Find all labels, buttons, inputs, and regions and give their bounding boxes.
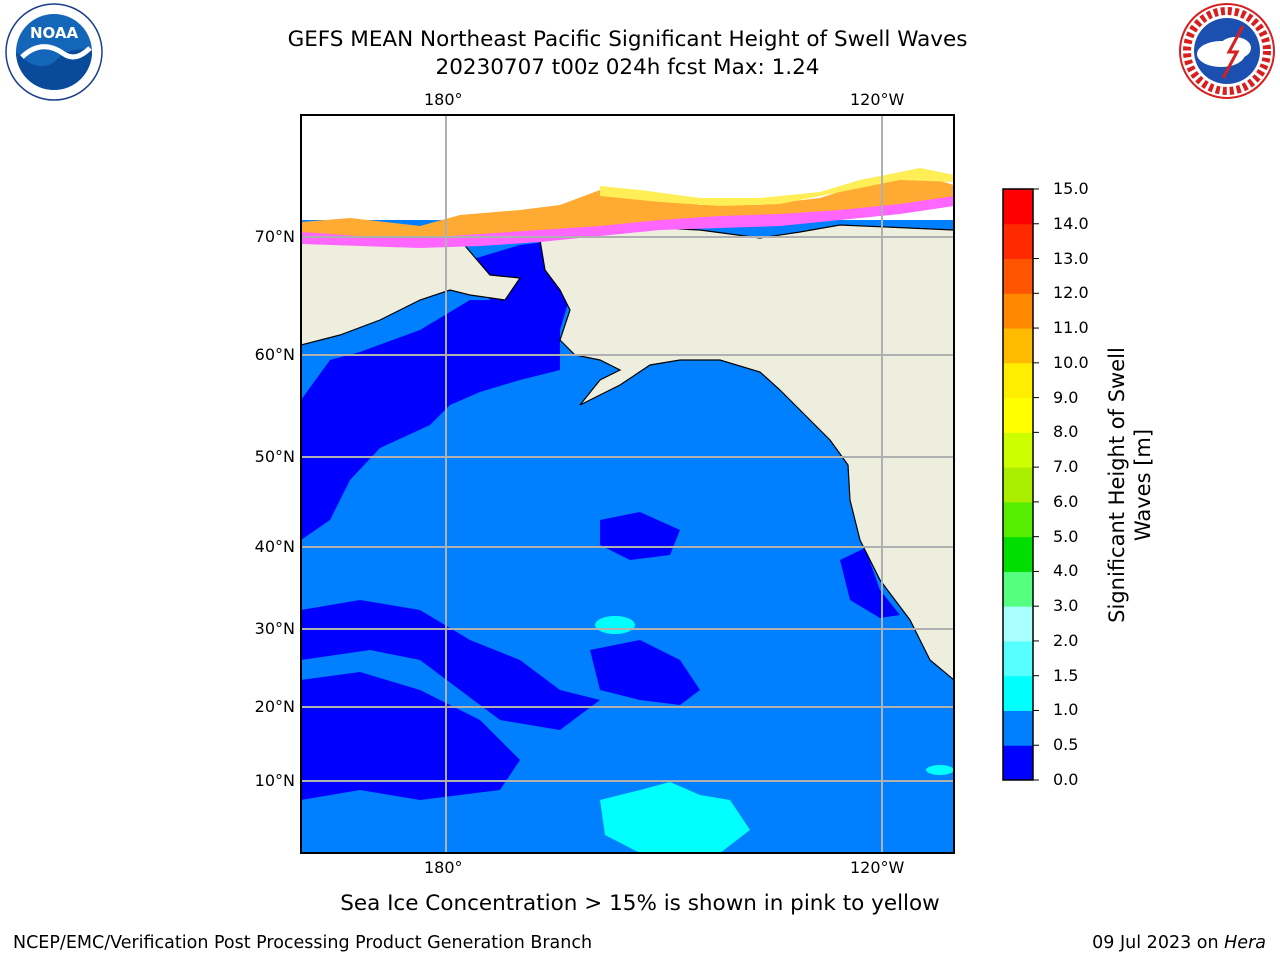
ocean-dark-coast [840,548,900,618]
lat-label-60n: 60°N [254,345,295,364]
colorbar-band [1003,640,1033,677]
ocean-light-east [926,765,954,775]
ocean-dark-south [301,600,600,730]
ocean-dark-southwest [301,672,520,800]
lon-label-top-120w: 120°W [850,90,905,109]
colorbar-level-label: 7.0 [1053,457,1079,477]
footer-host: Hera [1224,933,1266,953]
footer-date: 09 Jul 2023 on Hera [1092,933,1266,953]
colorbar-level-label: 4.0 [1053,561,1079,581]
lat-label-50n: 50°N [254,447,295,466]
footer-date-text: 09 Jul 2023 on [1092,933,1225,953]
lon-label-bottom-120w: 120°W [850,858,905,877]
colorbar-band [1003,189,1033,225]
lat-label-30n: 30°N [254,619,295,638]
lat-label-10n: 10°N [254,771,295,790]
colorbar-frame [1002,188,1034,781]
colorbar-level-label: 10.0 [1053,352,1089,372]
colorbar-band [1003,432,1033,468]
colorbar-level-label: 9.0 [1053,387,1079,407]
ocean-light-small [595,616,635,634]
ocean-dark-hawaii [590,640,700,705]
colorbar-band [1003,675,1033,711]
nws-logo-icon [1177,2,1277,100]
colorbar-band [1003,328,1033,364]
colorbar-level-label: 0.5 [1053,735,1079,755]
colorbar-band [1003,467,1033,503]
colorbar-level-label: 5.0 [1053,526,1079,546]
sea-ice-yellow [600,168,954,206]
chart-subtitle: 20230707 t00z 024h fcst Max: 1.24 [435,55,820,80]
map-gridlines [301,115,954,853]
lon-label-bottom-180: 180° [424,858,463,877]
colorbar-level-label: 3.0 [1053,596,1079,616]
colorbar-band [1003,745,1033,781]
colorbar-title-line2: Waves [m] [1131,428,1155,542]
lat-label-70n: 70°N [254,227,295,246]
colorbar-band [1003,397,1033,433]
sea-ice-caption: Sea Ice Concentration > 15% is shown in … [340,891,940,916]
colorbar-band [1003,362,1033,399]
colorbar-band [1003,258,1033,294]
colorbar-band [1003,223,1033,260]
colorbar-band [1003,710,1033,746]
colorbar-band [1003,536,1033,572]
colorbar-level-label: 14.0 [1053,213,1089,233]
noaa-text: NOAA [30,24,79,42]
chart-title: GEFS MEAN Northeast Pacific Significant … [287,27,968,52]
colorbar-band [1003,501,1033,538]
colorbar [1003,188,1039,781]
colorbar-level-label: 11.0 [1053,318,1089,338]
colorbar-level-label: 8.0 [1053,422,1079,442]
map-frame [300,114,955,854]
lon-label-top-180: 180° [424,90,463,109]
footer-credit: NCEP/EMC/Verification Post Processing Pr… [13,933,593,953]
sea-ice-pink [301,196,954,248]
ocean-dark-west [301,300,560,540]
sea-ice-band [301,175,954,242]
colorbar-level-label: 0.0 [1053,770,1079,789]
colorbar-level-label: 1.5 [1053,665,1079,685]
colorbar-band [1003,606,1033,642]
lat-label-20n: 20°N [254,697,295,716]
colorbar-title-line1: Significant Height of Swell [1105,347,1129,623]
colorbar-band [1003,293,1033,329]
lat-label-40n: 40°N [254,537,295,556]
ocean-light-patch [600,782,750,853]
colorbar-level-label: 2.0 [1053,630,1079,650]
colorbar-level-label: 6.0 [1053,491,1079,511]
noaa-logo-icon: NOAA [2,2,106,102]
colorbar-level-label: 12.0 [1053,283,1089,303]
colorbar-level-label: 13.0 [1053,248,1089,268]
colorbar-band [1003,571,1033,607]
colorbar-level-label: 15.0 [1053,179,1089,198]
colorbar-level-label: 1.0 [1053,700,1079,720]
